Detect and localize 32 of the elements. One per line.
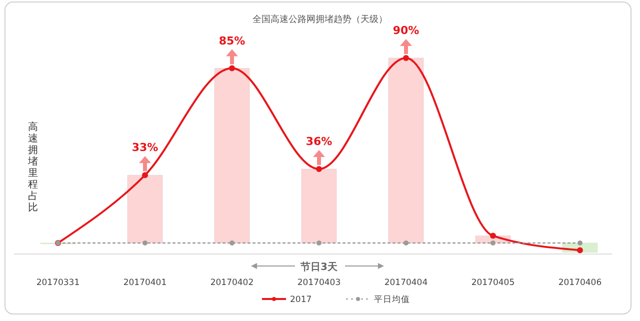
point — [404, 240, 408, 246]
data-label: 90% — [392, 24, 420, 37]
bar — [388, 58, 424, 244]
x-tick-label: 20170401 — [123, 278, 167, 288]
point — [142, 172, 148, 178]
bar — [214, 68, 250, 244]
bar — [301, 168, 337, 244]
x-tick-label: 20170403 — [297, 278, 341, 288]
point — [490, 240, 496, 246]
x-tick-label: 20170404 — [384, 278, 428, 288]
x-tick-label: 20170331 — [36, 278, 80, 288]
point — [316, 240, 322, 246]
point — [229, 65, 235, 72]
point — [316, 166, 322, 172]
point — [490, 232, 496, 239]
data-label: 85% — [218, 34, 246, 48]
bar — [127, 174, 163, 244]
x-tick-label: 20170406 — [558, 278, 602, 288]
data-label: 33% — [132, 141, 158, 154]
x-tick-label: 20170402 — [210, 278, 254, 288]
chart-title: 全国高速公路网拥堵趋势（天级） — [252, 14, 388, 25]
point — [578, 240, 582, 246]
legend-label: 2017 — [290, 295, 312, 305]
x-tick-label: 20170405 — [471, 278, 515, 288]
point — [403, 55, 409, 61]
y-axis-title: 高速拥堵里程占比 — [27, 121, 38, 214]
data-label: 36% — [306, 135, 332, 148]
point — [577, 247, 583, 254]
point — [142, 240, 148, 246]
text: 节日3天 — [300, 261, 338, 273]
point — [230, 240, 234, 246]
legend-label: 平日均值 — [374, 294, 410, 305]
